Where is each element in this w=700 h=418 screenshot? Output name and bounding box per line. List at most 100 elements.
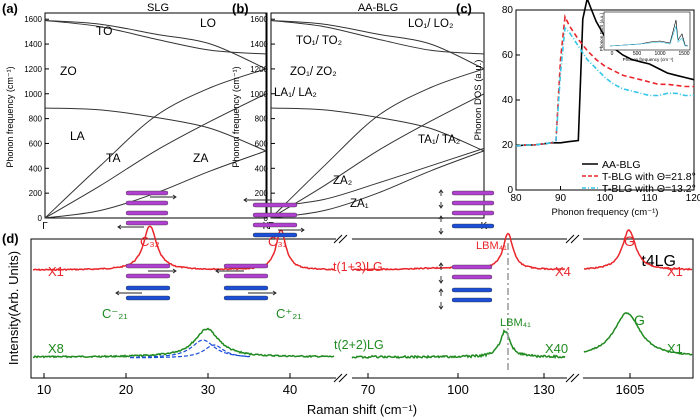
panel-c-ytick-label: 40 [502, 95, 514, 106]
inset-xtick-1000: 1000 [654, 51, 665, 57]
panel-c-series-2 [515, 26, 694, 147]
inset-xtick-500: 500 [633, 51, 642, 57]
green-factor-x1: X1 [667, 341, 683, 356]
d-xtick: 70 [361, 382, 375, 397]
axis-break-mark [338, 234, 348, 244]
stack-lbm-green-arrow-2-head [438, 279, 444, 284]
axis-break-mark [570, 373, 580, 383]
stack-lbm-red-arrow-2-head [438, 204, 444, 209]
panel-d-title: t4LG [641, 253, 676, 270]
stack-c21m-arrow-top-head [172, 268, 177, 274]
green-factor-x8: X8 [48, 341, 64, 356]
panel-d-label: (d) [2, 231, 19, 246]
panel-b-ytick-label: 400 [255, 164, 269, 173]
stack-lbm-red-arrow-1-head [438, 189, 444, 194]
panel-a-ytick-label: 800 [29, 115, 43, 124]
peak-c31: C₃₁ [268, 234, 288, 249]
stack-c31-arrow-top-head [243, 197, 248, 203]
panel-b-title: AA-BLG [358, 2, 398, 14]
panel-a-ytick-label: 400 [29, 164, 43, 173]
panel-c-xtick-label: 120 [686, 193, 700, 204]
stack-c21p-layer-2 [223, 285, 269, 291]
stack-c21p-layer-3 [223, 295, 269, 301]
red-trace-name: t(1+3)LG [333, 260, 383, 274]
stack-c21m-layer-1 [125, 273, 171, 279]
stack-c31-layer-3 [252, 232, 298, 238]
stack-c21p-layer-1 [223, 273, 269, 279]
axis-break-mark [338, 373, 348, 383]
peak-c32: C₃₂ [140, 234, 160, 249]
panel-a-ytick-label: 1600 [24, 15, 42, 24]
panel-d-spectra [33, 225, 693, 360]
panel-a-branch-to: TO [96, 24, 112, 38]
d-xtick: 40 [283, 382, 297, 397]
panel-a-ytick-label: 200 [29, 189, 43, 198]
panel-a-ytick-label: 1000 [24, 90, 42, 99]
panel-a-title: SLG [147, 2, 169, 14]
panel-a-branch-3 [44, 68, 267, 219]
stack-lbm-green-arrow-3-head [438, 288, 444, 293]
d-xtick: 20 [119, 382, 133, 397]
stack-lbm-red-layer-3 [451, 223, 495, 229]
panel-c-xtick-label: 100 [597, 193, 614, 204]
stack-c31-arrow-bottom-head [300, 227, 305, 233]
panel-b-ytick-label: 0 [264, 214, 269, 223]
stack-lbm-red-arrow-4-head [438, 230, 444, 235]
stack-c21m-arrow-bottom-head [115, 290, 120, 296]
panel-c-label: (c) [456, 1, 472, 16]
panel-b-ytick-label: 800 [255, 115, 269, 124]
panel-c-ytick-label: 20 [502, 140, 514, 151]
axis-break-mark [565, 373, 575, 383]
axis-break-mark [333, 373, 343, 383]
panel-a-branch-zo: ZO [60, 64, 77, 78]
peak-c21-minus: C⁻₂₁ [102, 306, 128, 321]
panel-a-branch-4 [44, 93, 267, 219]
green-spectrum-segment-1 [33, 327, 335, 359]
green-spectrum-segment-2 [351, 329, 566, 360]
panel-c-xlabel: Phonon frequency (cm⁻¹) [552, 207, 659, 218]
stack-lbm-green-layer-1 [451, 274, 493, 280]
stack-c32-arrow-top-head [172, 194, 177, 200]
stack-c31-layer-2 [252, 222, 298, 228]
stack-lbm-red-arrow-3-head [438, 215, 444, 220]
panel-a-branch-za: ZA [193, 151, 208, 165]
inset-frame [603, 11, 691, 51]
panel-c-ytick-label: 0 [507, 185, 513, 196]
panel-a-y-ticks: 0 200 400 600 800 1000 1200 1400 1600 [24, 15, 49, 223]
panel-b-curves [270, 20, 485, 219]
panel-a-ytick-label: 0 [38, 214, 43, 223]
peak-g-red: G [624, 233, 635, 249]
panel-d-xticks: 10 20 30 40 70 100 130 1605 [37, 373, 645, 397]
panel-c-ylabel: Phonon DOS (a.u.) [473, 60, 484, 141]
peak-lbm41-green: LBM₄₁ [500, 317, 531, 329]
stack-lbm-red-layer-1 [451, 200, 495, 206]
d-xtick: 100 [447, 382, 469, 397]
red-factor-x1-right: X1 [667, 264, 683, 279]
stack-c21m-layer-2 [125, 285, 171, 291]
d-xtick: 1605 [616, 382, 645, 397]
panel-c-ytick-label: 60 [502, 50, 514, 61]
peak-g-green: G [634, 312, 645, 328]
panel-b-y-ticks: 0 200 400 600 800 1000 1200 1400 1600 [250, 15, 275, 223]
panel-b-branch-2 [270, 107, 485, 152]
stack-c21m-layer-3 [125, 295, 171, 301]
panel-a-xtick-gamma: Γ [42, 221, 48, 232]
peak-lbm41-red: LBM₄₁ [476, 240, 507, 252]
green-spectrum-segment-3 [583, 311, 693, 356]
panel-b-branch-3 [270, 68, 485, 219]
blue-fit-component-1 [129, 339, 250, 358]
panel-c-curves [515, 0, 695, 147]
panel-b-ytick-label: 1600 [250, 15, 268, 24]
panel-b-branch-za1: ZA₁ [350, 198, 369, 210]
inset-xlabel: Phonon frequency (cm⁻¹) [623, 57, 674, 62]
legend-label-aa-blg: AA-BLG [602, 159, 641, 171]
axis-break-mark [565, 234, 575, 244]
legend-label-tblg-21: T-BLG with Θ=21.8° [602, 171, 696, 183]
blue-fit-component-2 [130, 344, 251, 359]
panel-a-ytick-label: 600 [29, 139, 43, 148]
d-xtick: 30 [201, 382, 215, 397]
panel-b-branch-zo: ZO₁/ ZO₂ [290, 66, 337, 78]
stack-c21p-arrow-bottom-head [272, 290, 277, 296]
panel-d-xlabel: Raman shift (cm⁻¹) [307, 402, 417, 417]
inset-xtick-0: 0 [611, 51, 614, 57]
